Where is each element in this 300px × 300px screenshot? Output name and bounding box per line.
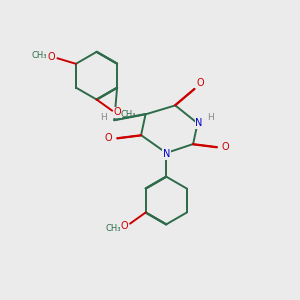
Text: O: O xyxy=(222,142,230,152)
Text: H: H xyxy=(100,113,107,122)
Text: O: O xyxy=(114,107,122,117)
Text: O: O xyxy=(197,78,204,88)
Text: CH₃: CH₃ xyxy=(31,51,47,60)
Text: N: N xyxy=(163,149,170,160)
Text: O: O xyxy=(105,133,112,143)
Text: N: N xyxy=(195,118,203,128)
Text: CH₃: CH₃ xyxy=(106,224,122,233)
Text: O: O xyxy=(121,221,128,231)
Text: CH₃: CH₃ xyxy=(121,110,136,119)
Text: O: O xyxy=(48,52,55,62)
Text: H: H xyxy=(208,113,214,122)
